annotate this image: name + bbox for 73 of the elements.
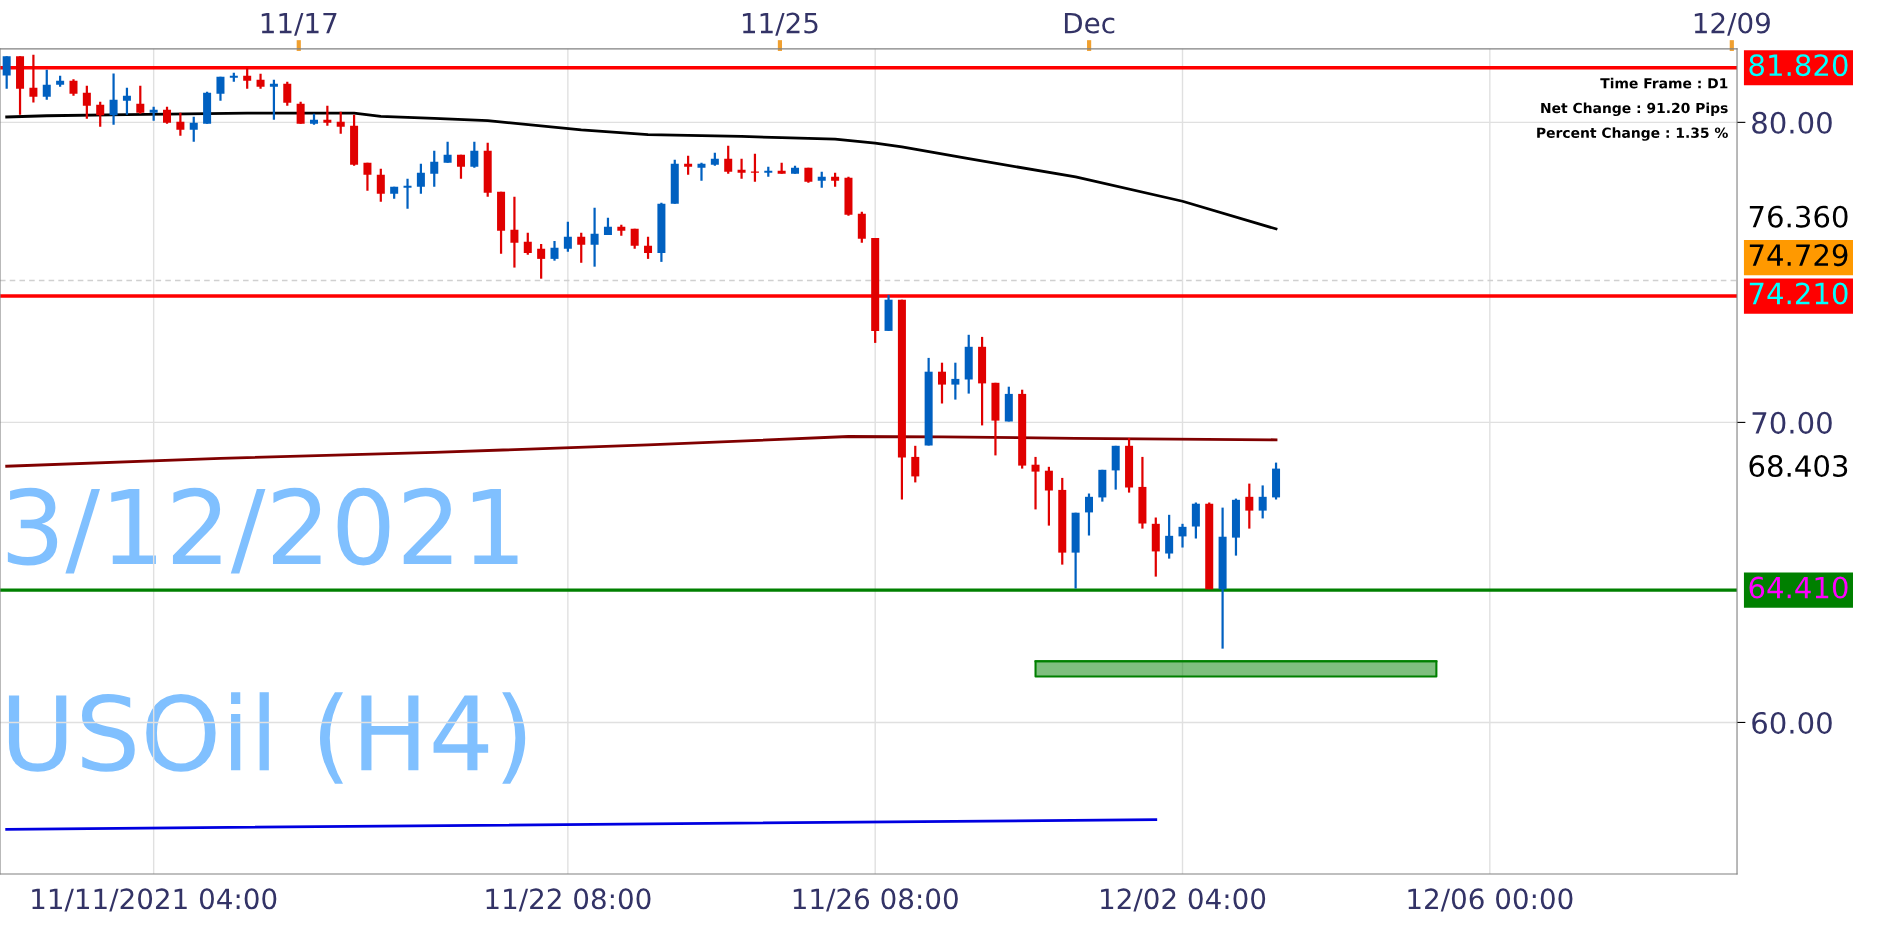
x-tick-label: 11/11/2021 04:00 bbox=[32, 888, 277, 912]
candlestick bbox=[697, 161, 706, 182]
candlestick bbox=[1178, 522, 1187, 549]
candlestick bbox=[724, 144, 733, 175]
ref-line-label: 64.410 bbox=[1749, 576, 1848, 599]
annotation: USOil (H4) bbox=[8, 692, 526, 784]
candlestick bbox=[563, 220, 572, 253]
candlestick bbox=[216, 75, 225, 102]
candlestick bbox=[416, 162, 425, 195]
candlestick bbox=[82, 84, 91, 120]
text: 68.403 bbox=[1749, 455, 1848, 478]
line-series bbox=[5, 111, 1278, 231]
text: Dec bbox=[1064, 12, 1115, 34]
x-tick-label: 12/06 00:00 bbox=[1408, 888, 1573, 912]
candlestick bbox=[376, 167, 385, 203]
candlestick bbox=[2, 55, 11, 90]
candlestick bbox=[577, 231, 586, 264]
candlestick bbox=[243, 66, 252, 90]
candlestick bbox=[590, 206, 599, 268]
candlestick bbox=[951, 361, 960, 401]
candlestick bbox=[1191, 501, 1200, 540]
candlestick bbox=[550, 239, 559, 262]
x-tick-label: 11/22 08:00 bbox=[486, 888, 651, 912]
candlestick bbox=[336, 110, 345, 135]
candlestick bbox=[323, 104, 332, 127]
annotation: 3/12/2021 bbox=[7, 487, 518, 574]
ref-line-label: 74.729 bbox=[1749, 244, 1848, 267]
annotation: Time Frame : D1 bbox=[1600, 77, 1728, 89]
candlestick bbox=[644, 235, 653, 260]
annotation: Net Change : 91.20 Pips bbox=[1541, 102, 1728, 117]
candlestick bbox=[363, 161, 372, 192]
x-tick-label: 12/02 04:00 bbox=[1101, 888, 1266, 912]
candlestick bbox=[96, 100, 105, 128]
candlestick bbox=[684, 154, 693, 176]
candlestick bbox=[1084, 492, 1093, 537]
candlestick bbox=[269, 78, 278, 121]
candlestick bbox=[29, 53, 38, 104]
line-series bbox=[5, 435, 1278, 468]
y-tick-label: 60.00 bbox=[1752, 711, 1832, 734]
candlestick bbox=[1031, 455, 1040, 511]
candlestick bbox=[1258, 484, 1267, 520]
candlestick bbox=[523, 231, 532, 256]
candlestick bbox=[1044, 465, 1053, 527]
candlestick bbox=[537, 242, 546, 280]
candlestick bbox=[510, 195, 519, 269]
candlestick bbox=[296, 100, 305, 125]
candlestick bbox=[136, 84, 145, 115]
y-tick-label: 70.00 bbox=[1752, 411, 1832, 434]
candlestick bbox=[42, 68, 51, 101]
candlestick bbox=[911, 444, 920, 484]
candlestick bbox=[403, 177, 412, 210]
candlestick bbox=[430, 149, 439, 188]
candlestick bbox=[470, 140, 479, 169]
ref-line-label: 74.210 bbox=[1749, 282, 1848, 305]
candlestick bbox=[737, 157, 746, 180]
x-tick-label: 11/26 08:00 bbox=[793, 888, 958, 912]
candlestick bbox=[283, 80, 292, 107]
candlestick bbox=[189, 115, 198, 143]
ref-line-label: 81.820 bbox=[1749, 54, 1848, 77]
text: 12/09 bbox=[1694, 12, 1770, 36]
text: 11/17 bbox=[261, 12, 337, 36]
candlestick bbox=[443, 140, 452, 164]
candlestick bbox=[122, 86, 131, 116]
candlestick bbox=[937, 361, 947, 405]
text: 11/25 bbox=[742, 12, 818, 36]
candlestick bbox=[176, 111, 185, 137]
y-tick-label: 80.00 bbox=[1752, 111, 1832, 134]
candlestick bbox=[1165, 513, 1174, 560]
candlestick bbox=[456, 153, 465, 180]
candlestick bbox=[1245, 482, 1254, 530]
candlestick bbox=[109, 72, 118, 126]
text: 76.360 bbox=[1749, 205, 1848, 228]
annotation: Percent Change : 1.35 % bbox=[1537, 127, 1728, 141]
